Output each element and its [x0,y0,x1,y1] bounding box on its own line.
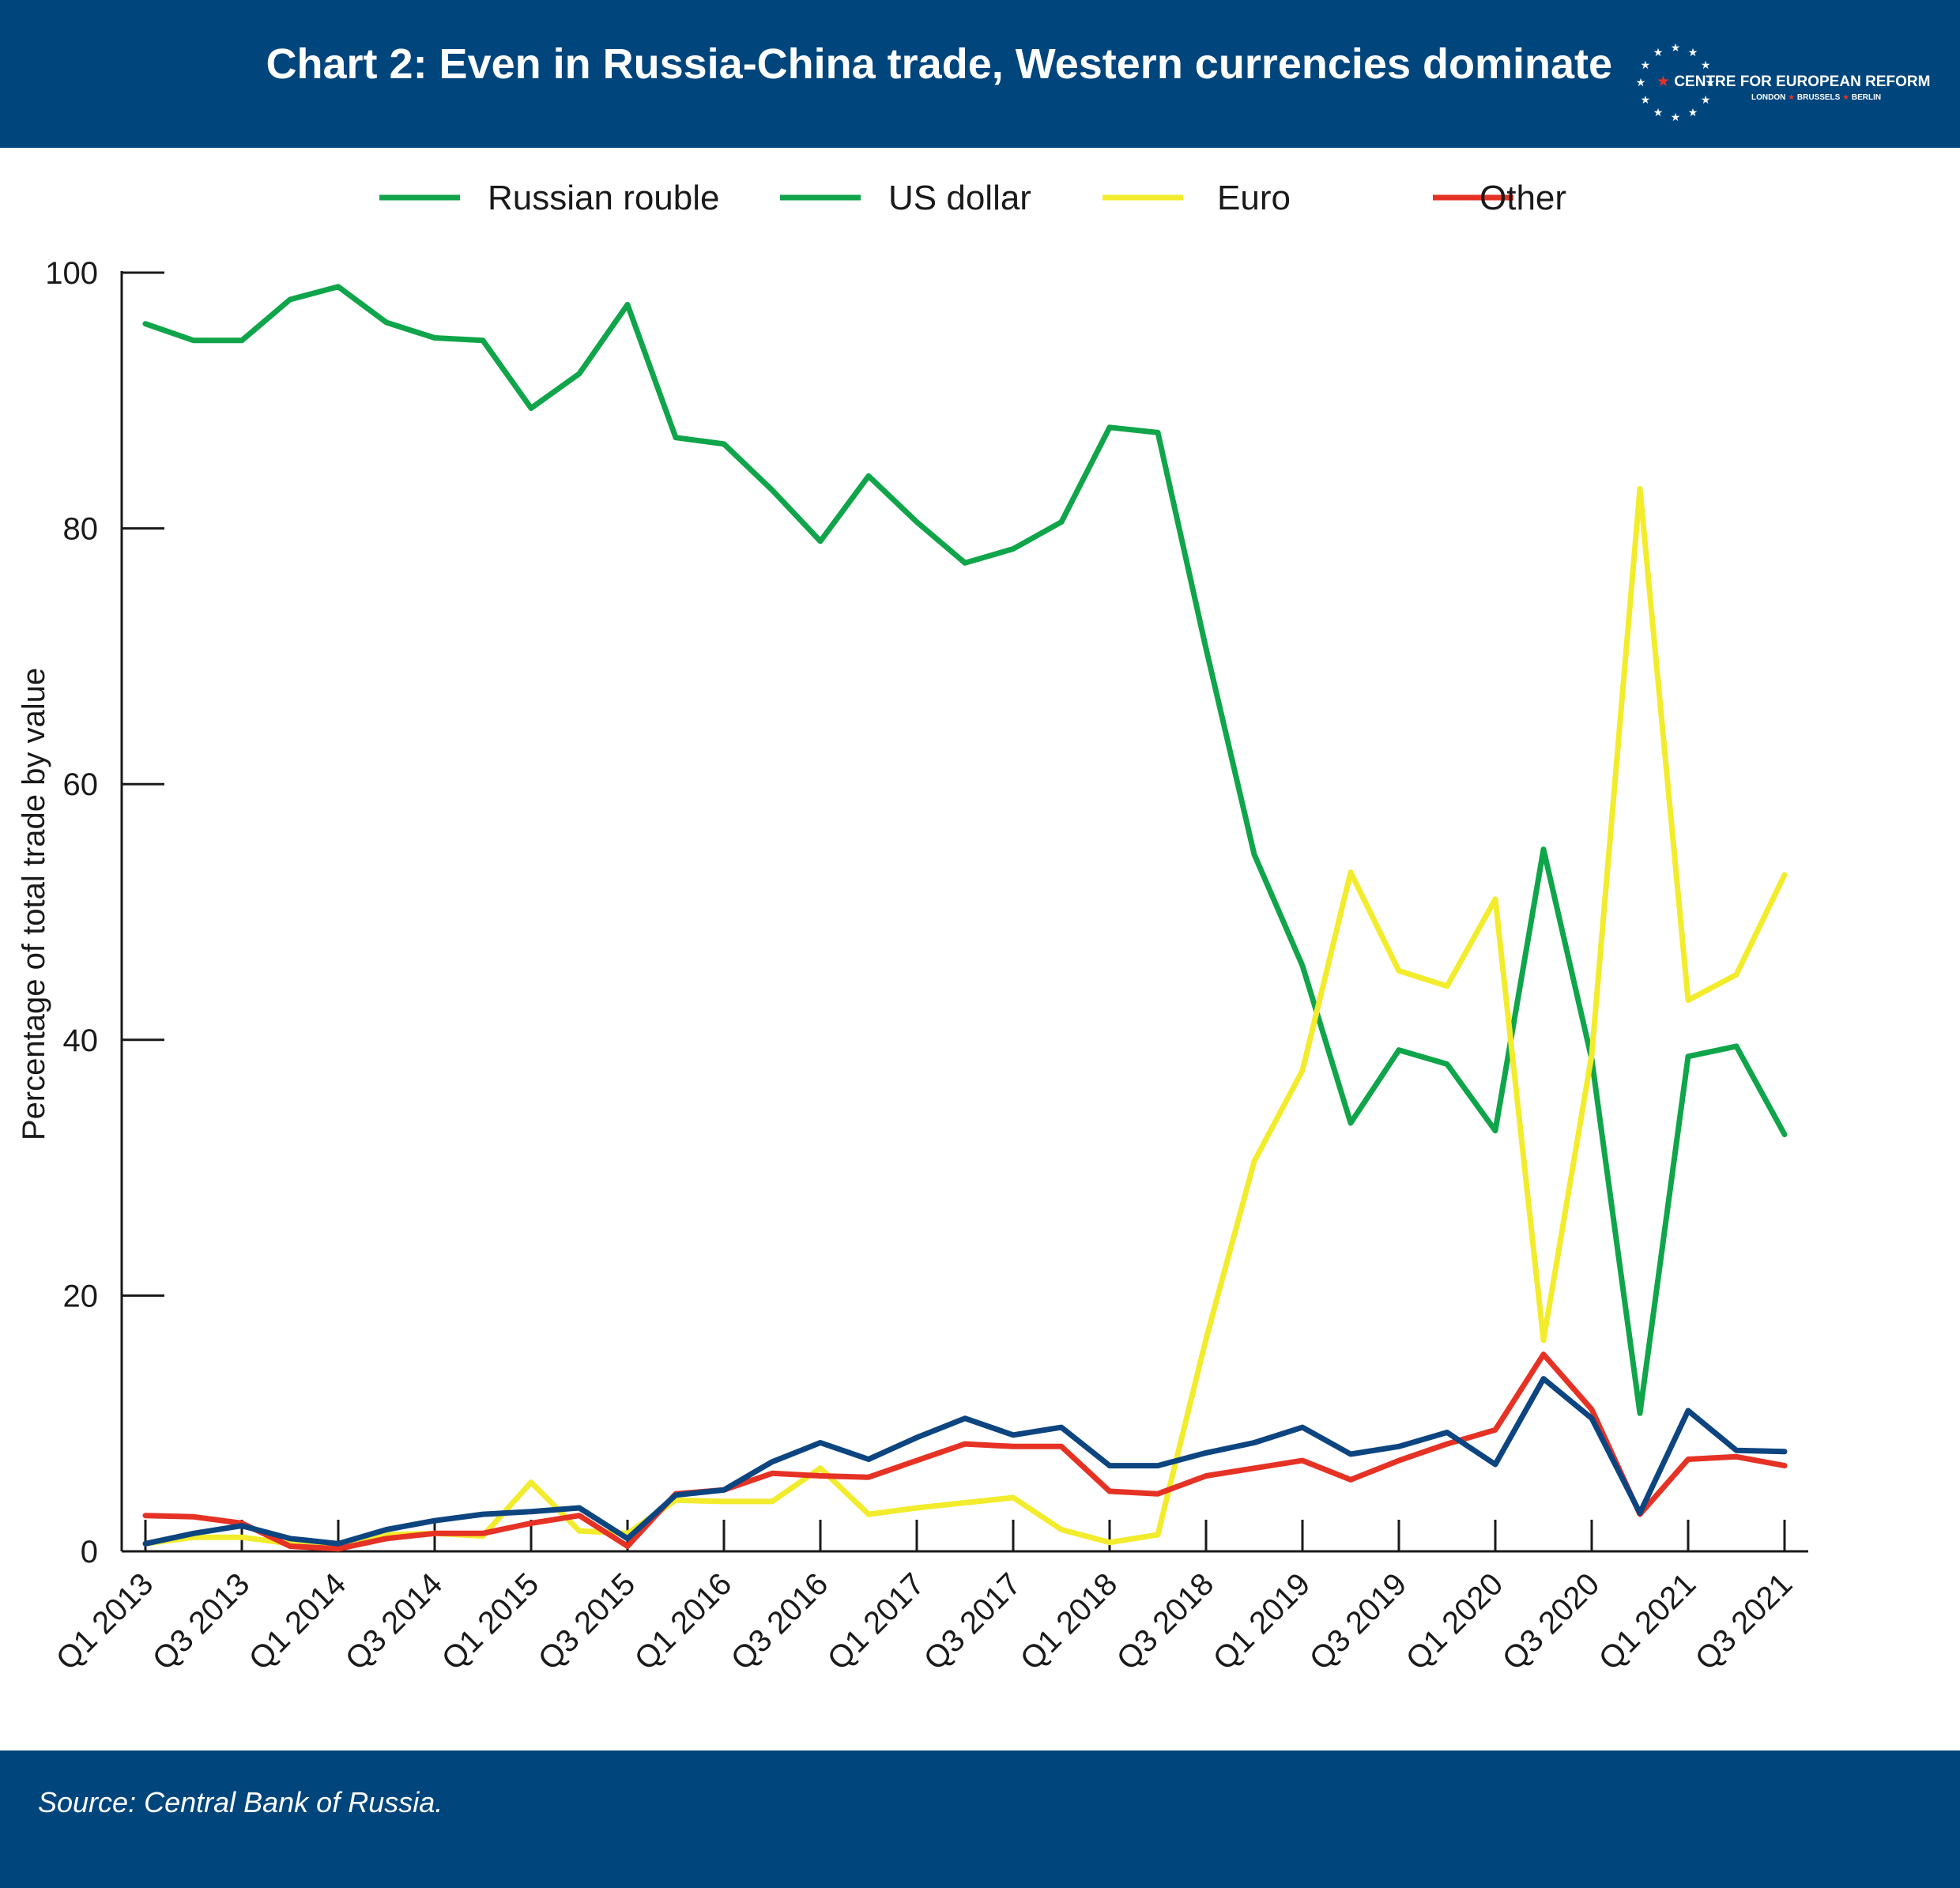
logo-star: ★ [1701,58,1711,71]
x-tick-label: Q1 2021 [1592,1566,1703,1677]
logo-star: ★ [1636,76,1646,89]
series-line-3 [142,1351,1788,1552]
x-tick-label: Q1 2016 [628,1566,739,1677]
y-tick-label: 100 [45,256,98,291]
logo-cities: LONDON ★ BRUSSELS ★ BERLIN [1751,93,1882,102]
x-tick-label: Q3 2015 [532,1566,643,1677]
cer-logo: ★ ★ ★ ★ ★ ★ ★ ★ ★ ★ ★ ★ ★ CENTRE FOR EUROPEAN REFOR… [1634,41,1931,123]
footer-banner: Source: Central Bank of Russia. [0,1750,1960,1888]
logo-star: ★ [1641,58,1651,71]
x-tick-label: Q1 2019 [1207,1566,1317,1677]
logo-star: ★ [1706,76,1716,89]
logo-star: ★ [1701,93,1711,106]
y-axis-label: Percentage of total trade by value [17,668,51,1140]
x-tick-label: Q1 2017 [821,1566,932,1677]
y-tick-label: 0 [81,1535,98,1570]
series-line-4 [142,1376,1788,1547]
x-tick-label: Q3 2014 [339,1566,450,1677]
legend-label: Other [1479,179,1566,217]
logo-name-text: CENTRE FOR EUROPEAN REFORM [1674,73,1931,90]
x-tick-label: Q3 2021 [1689,1566,1800,1677]
chart-title: Chart 2: Even in Russia-China trade, Wes… [266,40,1612,88]
x-tick-label: Q3 2019 [1303,1566,1414,1677]
x-tick-label: Q1 2014 [243,1566,353,1677]
logo-star: ★ [1671,111,1681,123]
x-tick-label: Q1 2013 [50,1566,160,1677]
logo-star: ★ [1688,106,1698,119]
y-axis: 0 20 40 60 80 100 [45,256,164,1570]
series-line-1 [142,284,1788,1416]
legend-label: Russian rouble [488,179,720,217]
source-note: Source: Central Bank of Russia. [38,1786,443,1818]
x-tick-label: Q1 2018 [1014,1566,1125,1677]
series-lines [142,284,1788,1552]
logo-city-brussels: BRUSSELS [1796,93,1841,102]
legend-label: Euro [1217,179,1291,217]
y-tick-label: 60 [63,767,99,802]
logo-city-berlin: BERLIN [1851,93,1882,102]
logo-city-london: LONDON [1751,93,1786,102]
x-tick-label: Q3 2013 [146,1566,257,1677]
x-tick-label: Q3 2016 [725,1566,835,1677]
logo-star: ★ [1653,106,1664,119]
logo-star: ★ [1641,93,1651,106]
legend-label: US dollar [888,179,1031,217]
x-tick-label: Q1 2015 [435,1566,546,1677]
line-chart: Russian rouble US dollar Euro Other 0 20 40 60… [17,179,1808,1677]
x-tick-label: Q3 2020 [1496,1566,1607,1677]
logo-name: ★ CENTRE FOR EUROPEAN REFORM [1657,73,1931,90]
logo-star: ★ [1671,41,1681,54]
legend: Russian rouble US dollar Euro Other [379,179,1566,217]
y-tick-label: 20 [63,1279,99,1313]
x-tick-label: Q3 2017 [918,1566,1028,1677]
y-tick-label: 80 [63,512,99,547]
y-tick-label: 40 [63,1023,99,1058]
x-tick-label: Q1 2020 [1400,1566,1510,1677]
x-tick-label: Q3 2018 [1110,1566,1221,1677]
eu-stars-icon: ★ ★★★★★★★★★★★ [1636,41,1716,123]
logo-star: ★ [1653,46,1664,58]
logo-star: ★ [1688,46,1698,58]
header-banner: Chart 2: Even in Russia-China trade, Wes… [0,0,1960,148]
